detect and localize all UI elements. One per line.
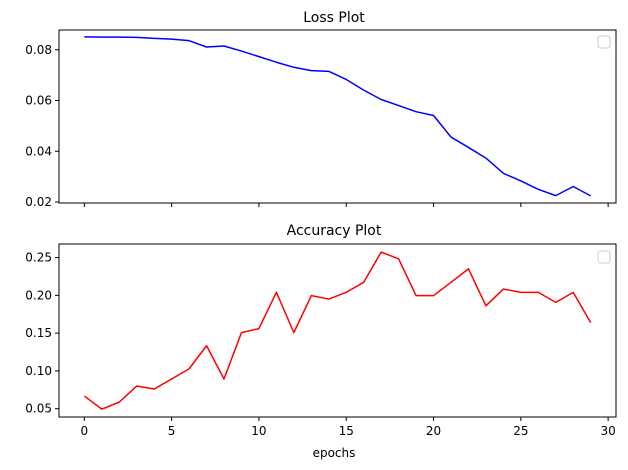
accuracy-plot-ytick-label: 0.15 xyxy=(25,326,52,340)
accuracy-plot-frame xyxy=(58,243,617,418)
loss-plot-legend xyxy=(597,35,611,49)
accuracy-plot-ytick-label: 0.10 xyxy=(25,364,52,378)
accuracy-plot-ytick-label: 0.05 xyxy=(25,402,52,416)
accuracy-plot-ytick-label: 0.25 xyxy=(25,251,52,265)
accuracy-plot-xtick-label: 15 xyxy=(339,424,354,438)
loss-plot-legend-box xyxy=(597,35,611,49)
loss-plot-title: Loss Plot xyxy=(303,10,365,26)
accuracy-plot-legend xyxy=(597,250,611,264)
accuracy-plot-xtick-label: 0 xyxy=(80,424,88,438)
x-axis-label: epochs xyxy=(313,446,356,460)
accuracy-plot-xtick-label: 20 xyxy=(426,424,441,438)
loss-plot: Loss Plot 0.02 0.04 0.06 0.08 xyxy=(25,10,617,209)
accuracy-plot-ytick-label: 0.20 xyxy=(25,288,52,302)
accuracy-plot: Accuracy Plot 0.05 0.10 0.15 0.20 0.25 0 5 10 15… xyxy=(25,223,617,460)
accuracy-plot-xtick-label: 30 xyxy=(601,424,616,438)
loss-plot-ytick-label: 0.02 xyxy=(25,195,52,209)
loss-plot-series-line xyxy=(84,36,592,197)
loss-plot-ytick-label: 0.04 xyxy=(25,144,52,158)
accuracy-plot-xtick-label: 10 xyxy=(251,424,266,438)
accuracy-plot-title: Accuracy Plot xyxy=(287,223,382,239)
loss-plot-ytick-label: 0.08 xyxy=(25,43,52,57)
accuracy-plot-series-line xyxy=(83,251,592,410)
loss-plot-frame xyxy=(58,29,617,204)
loss-plot-ytick-label: 0.06 xyxy=(25,94,52,108)
accuracy-plot-legend-box xyxy=(597,250,611,264)
accuracy-plot-xtick-label: 5 xyxy=(168,424,176,438)
accuracy-plot-xtick-label: 25 xyxy=(513,424,528,438)
